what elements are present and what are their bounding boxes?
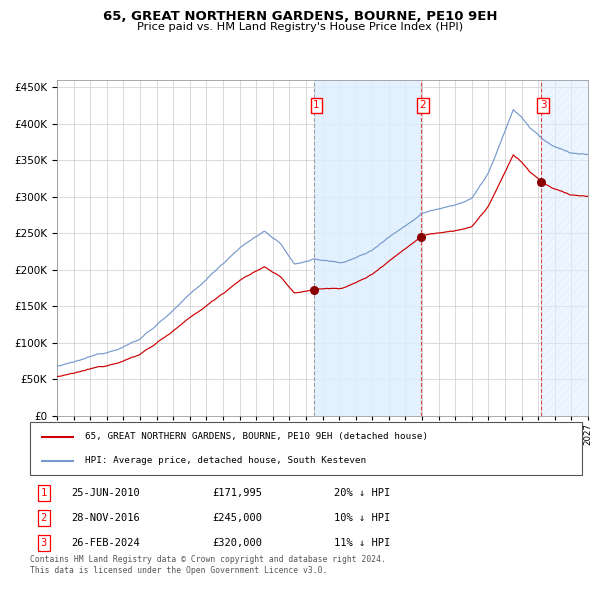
Text: 1: 1 — [313, 100, 320, 110]
Text: 28-NOV-2016: 28-NOV-2016 — [71, 513, 140, 523]
Text: £171,995: £171,995 — [212, 488, 262, 498]
Text: 1: 1 — [41, 488, 47, 498]
Text: 26-FEB-2024: 26-FEB-2024 — [71, 538, 140, 548]
Text: 3: 3 — [41, 538, 47, 548]
Text: Contains HM Land Registry data © Crown copyright and database right 2024.: Contains HM Land Registry data © Crown c… — [30, 555, 386, 563]
Text: 3: 3 — [540, 100, 547, 110]
Text: 10% ↓ HPI: 10% ↓ HPI — [334, 513, 390, 523]
Text: HPI: Average price, detached house, South Kesteven: HPI: Average price, detached house, Sout… — [85, 456, 367, 465]
Text: £320,000: £320,000 — [212, 538, 262, 548]
Text: 65, GREAT NORTHERN GARDENS, BOURNE, PE10 9EH (detached house): 65, GREAT NORTHERN GARDENS, BOURNE, PE10… — [85, 432, 428, 441]
Text: 25-JUN-2010: 25-JUN-2010 — [71, 488, 140, 498]
Text: 2: 2 — [41, 513, 47, 523]
Text: 11% ↓ HPI: 11% ↓ HPI — [334, 538, 390, 548]
Text: 20% ↓ HPI: 20% ↓ HPI — [334, 488, 390, 498]
Bar — [541, 80, 588, 416]
Text: This data is licensed under the Open Government Licence v3.0.: This data is licensed under the Open Gov… — [30, 566, 328, 575]
FancyBboxPatch shape — [30, 422, 582, 475]
Text: Price paid vs. HM Land Registry's House Price Index (HPI): Price paid vs. HM Land Registry's House … — [137, 22, 463, 32]
Text: 2: 2 — [420, 100, 427, 110]
Bar — [314, 80, 421, 416]
Text: 65, GREAT NORTHERN GARDENS, BOURNE, PE10 9EH: 65, GREAT NORTHERN GARDENS, BOURNE, PE10… — [103, 10, 497, 23]
Text: £245,000: £245,000 — [212, 513, 262, 523]
